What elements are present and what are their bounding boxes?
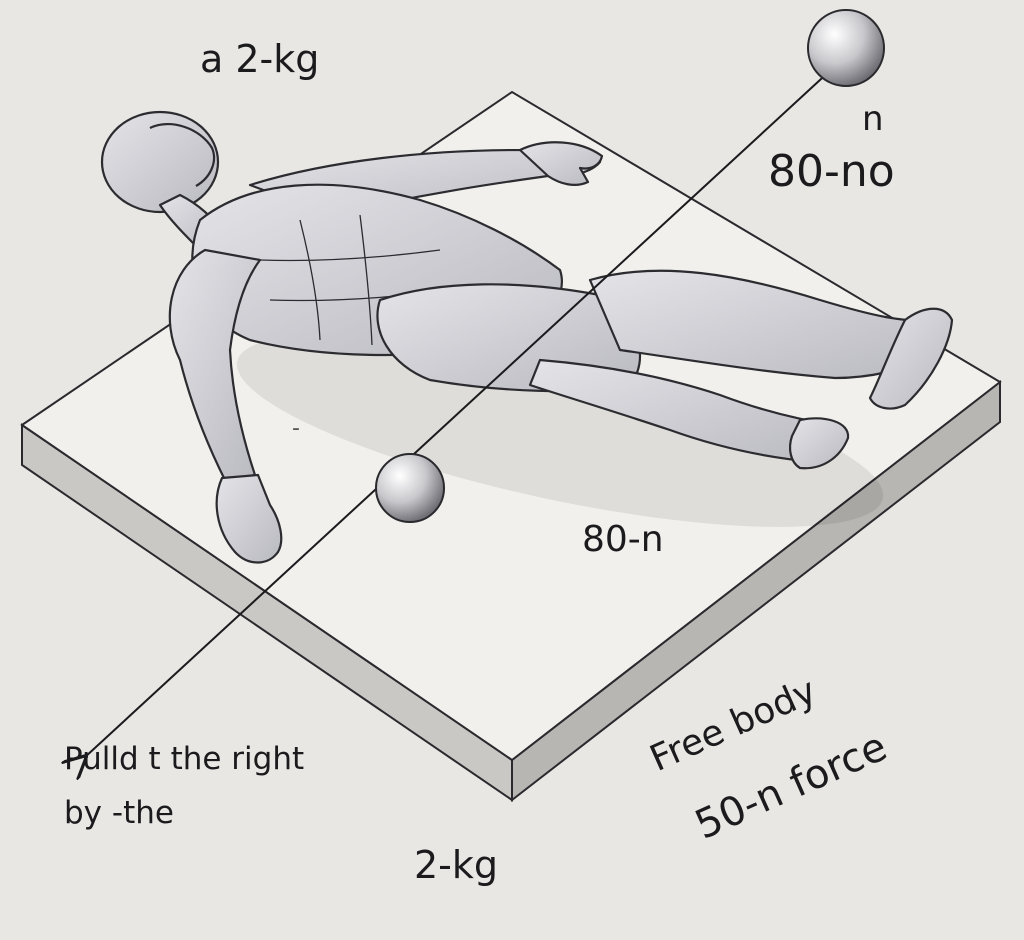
label-bottom-left-1: Pulld t the right (64, 741, 305, 777)
lower-foot (789, 417, 850, 470)
force-line (84, 55, 847, 758)
label-top-right-small: n (862, 99, 884, 139)
label-bottom-left-2: by -the (64, 795, 174, 831)
upper-foot (868, 307, 954, 410)
label-center: 80-n (582, 519, 664, 560)
human-figure (100, 110, 954, 564)
top-ball (807, 9, 885, 87)
face (149, 123, 216, 187)
middle-ball (375, 453, 445, 523)
abdomen-lines (259, 214, 451, 346)
head (100, 110, 220, 214)
label-bottom-center: 2-kg (414, 843, 499, 887)
label-top-left: a 2-kg (200, 37, 320, 81)
right-hand (518, 141, 604, 186)
figure-shadow (236, 333, 884, 527)
left-hand (215, 473, 283, 564)
label-left-mark: - (292, 416, 300, 441)
label-top-right: 80-no (768, 146, 895, 197)
